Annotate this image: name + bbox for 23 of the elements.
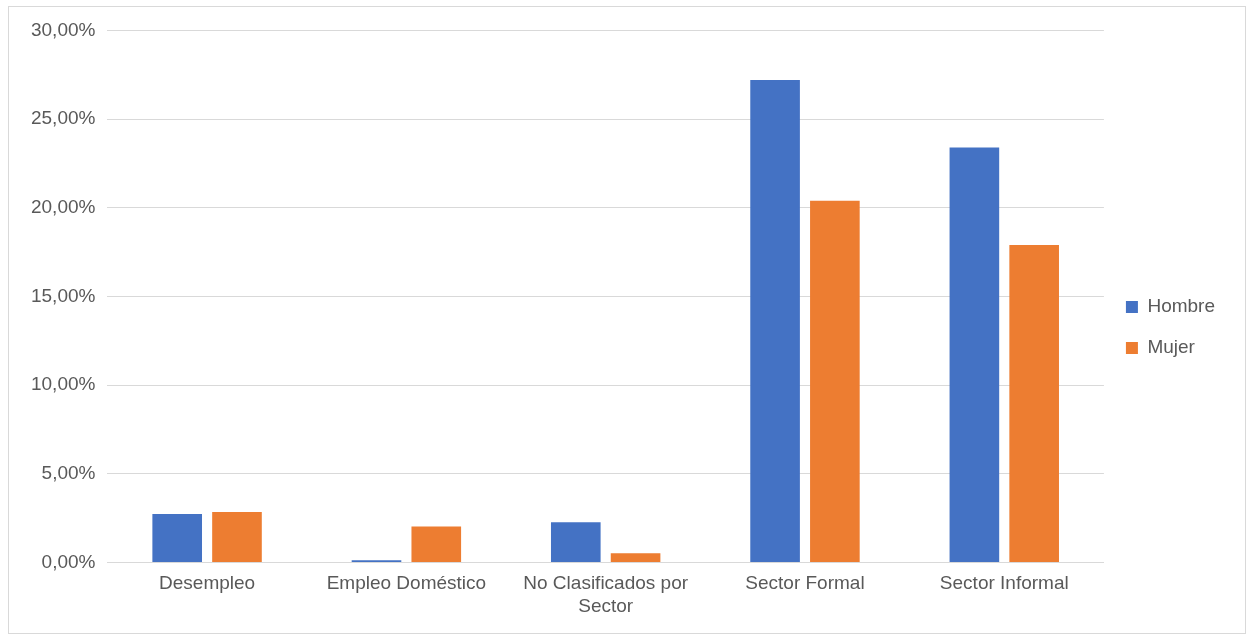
bar xyxy=(750,80,800,562)
bar xyxy=(152,513,203,562)
x-tick-label: Desempleo xyxy=(159,572,256,594)
y-tick-label: 20,00% xyxy=(30,195,96,217)
x-tick-label: Empleo Doméstico xyxy=(326,572,487,594)
x-tick-label: Sector Informal xyxy=(939,572,1069,594)
y-tick-label: 5,00% xyxy=(41,461,96,483)
bar xyxy=(550,522,601,562)
bar xyxy=(610,553,661,562)
x-tick-label: Sector Formal xyxy=(745,572,865,594)
x-tick-label: No Clasificados por Sector xyxy=(523,572,689,616)
y-tick-label: 0,00% xyxy=(41,550,96,572)
bar xyxy=(411,526,462,562)
y-tick-label: 25,00% xyxy=(30,107,96,129)
y-tick-label: 10,00% xyxy=(30,373,96,395)
legend-label: Mujer xyxy=(1147,336,1196,358)
bar xyxy=(810,200,860,562)
legend-label: Hombre xyxy=(1147,295,1215,317)
y-tick-label: 30,00% xyxy=(30,18,96,40)
bar xyxy=(949,147,1000,562)
bar xyxy=(1009,244,1059,562)
y-tick-label: 15,00% xyxy=(30,284,96,306)
bar xyxy=(212,512,262,562)
